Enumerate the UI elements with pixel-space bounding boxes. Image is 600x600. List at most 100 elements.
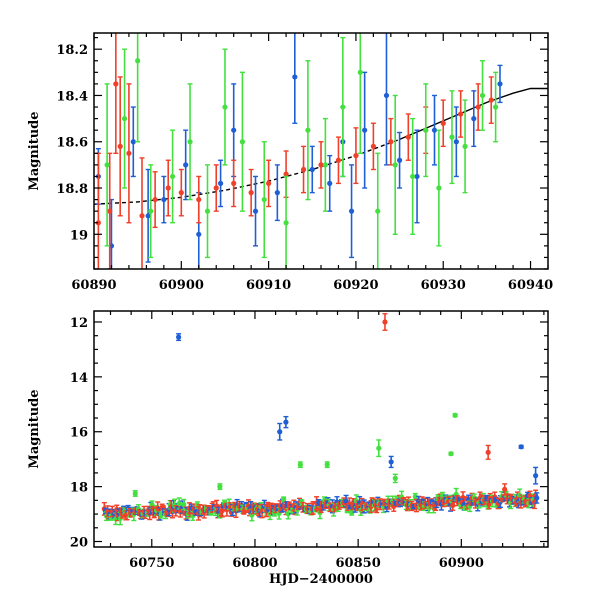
outlier-green-12-marker [217,484,223,490]
top-red-point-16 [318,141,324,189]
band-blue-point-381 [534,492,540,504]
band-green-point-274-marker [412,494,418,500]
top-y-tick-label: 18.4 [56,89,88,104]
band-green-point-70-marker [181,501,187,508]
top-green-point-7 [222,48,228,166]
outlier-blue-0-marker [176,334,182,340]
top-red-point-6 [152,171,158,229]
bottom-marks [101,313,540,526]
band-green-point-162-marker [285,511,291,517]
top-green-point-0-marker [104,162,110,168]
bottom-panel-frame [93,310,549,548]
bottom-x-tick-label: 60800 [232,556,277,571]
top-blue-point-2 [130,106,136,178]
bottom-y-axis-label: Magnitude [27,389,42,468]
model-curve-dashed [94,138,400,205]
top-green-point-10-marker [283,220,289,226]
top-blue-point-23-marker [497,81,503,87]
top-green-point-17-marker [410,173,416,180]
bottom-y-tick-label: 14 [70,371,88,386]
top-blue-point-11 [292,33,298,124]
top-green-point-13 [340,36,346,178]
top-green-point-11 [305,60,311,201]
top-blue-point-21 [453,106,459,178]
outlier-green-9 [324,461,330,469]
top-green-point-23 [493,71,499,143]
top-green-point-21 [462,99,468,194]
bottom-x-tick-label: 60850 [336,556,381,571]
top-blue-point-19 [414,129,420,224]
top-green-point-7-marker [222,104,228,110]
top-red-point-8 [178,168,184,217]
top-red-point-11 [231,159,237,208]
top-green-point-4 [169,129,176,224]
outlier-red-1-marker [382,319,388,325]
top-green-point-20 [449,90,455,185]
outlier-blue-11-marker [388,459,394,465]
bottom-y-tick-label: 16 [70,426,88,441]
top-green-point-18 [423,83,429,178]
outlier-green-4 [452,412,458,418]
band-green-point-66-marker [176,500,182,507]
top-green-point-16-marker [392,162,398,168]
bottom-plot-area [101,313,540,526]
top-green-point-0 [104,83,110,247]
top-blue-point-15 [348,164,355,259]
top-green-point-22 [479,60,486,131]
top-red-point-1-marker [107,208,113,214]
top-red-point-18-marker [353,153,359,159]
top-red-point-4 [126,83,132,224]
outlier-blue-2-marker [277,429,283,435]
top-red-point-14-marker [283,171,289,177]
top-red-point-15 [300,145,307,194]
top-green-point-8 [239,71,246,212]
top-red-point-23-marker [440,120,446,126]
bottom-x-tick-label: 60900 [439,556,484,571]
top-green-point-6 [204,164,211,259]
top-green-point-19-marker [436,185,442,191]
top-green-point-21-marker [462,143,468,149]
top-red-point-16-marker [318,162,324,168]
top-green-point-15 [375,152,381,269]
top-blue-point-10-marker [274,190,280,196]
outlier-red-6-marker [485,449,491,455]
top-red-point-23 [440,99,446,148]
top-blue-point-10 [274,164,280,222]
top-green-point-3 [148,164,154,259]
top-red-point-1 [107,152,113,269]
band-green-point-50 [158,511,164,519]
top-green-point-12 [322,117,328,212]
top-blue-point-17 [383,33,390,166]
top-green-point-18-marker [423,127,429,133]
top-green-point-5 [187,83,193,201]
top-blue-point-5 [183,129,189,201]
top-red-point-5 [139,157,145,269]
top-red-point-9 [196,175,202,224]
top-y-tick-label: 19 [70,228,88,243]
top-blue-point-13-marker [327,180,333,186]
top-red-point-17 [335,136,342,185]
outlier-green-15-marker [392,475,398,481]
top-blue-point-4-marker [161,196,167,203]
top-red-point-5-marker [139,213,145,219]
top-red-point-20-marker [388,139,394,145]
top-blue-point-2-marker [130,139,136,145]
outlier-green-13 [132,490,138,497]
top-y-tick-label: 18.2 [56,43,88,58]
top-blue-point-5-marker [183,162,189,168]
top-blue-point-9-marker [252,208,259,214]
outlier-green-7-marker [376,445,382,451]
top-green-point-23-marker [493,104,499,110]
outlier-blue-5-marker [518,444,524,450]
top-panel: 60890 60900 60910 60920 60930 60940 18.2 18.4 18… [27,32,553,293]
top-blue-point-12 [309,145,315,194]
top-blue-point-19-marker [414,173,420,180]
top-red-point-10-marker [213,185,219,191]
top-blue-point-17-marker [383,92,390,99]
top-red-point-7-marker [165,185,171,191]
top-blue-point-15-marker [348,208,355,214]
bottom-y-tick-label: 20 [70,536,88,551]
top-blue-point-18-marker [396,157,403,163]
top-blue-point-21-marker [453,139,459,145]
